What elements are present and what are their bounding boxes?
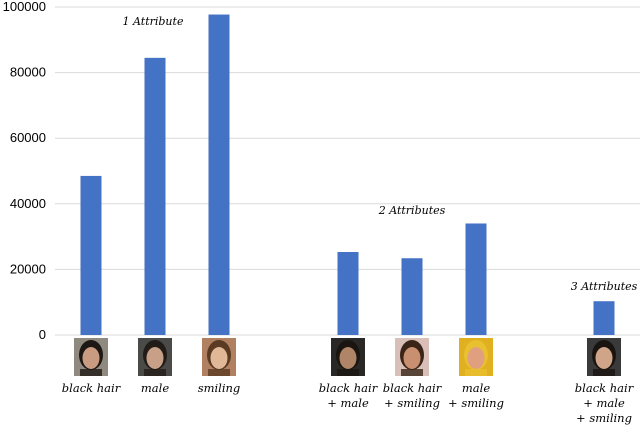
- bar: [144, 57, 166, 336]
- y-axis-tick-labels: 0 20000 40000 60000 80000 100000: [3, 0, 46, 342]
- category-label: smiling: [198, 381, 241, 395]
- y-tick-label: 100000: [3, 0, 46, 14]
- y-tick-label: 20000: [10, 261, 46, 276]
- face-thumbnail: [395, 338, 429, 376]
- group-label: 2 Attributes: [378, 204, 446, 217]
- group-label: 1 Attribute: [123, 15, 184, 28]
- category-label: black hair: [575, 381, 635, 395]
- bar: [208, 14, 230, 335]
- face-thumbnail: [202, 338, 236, 376]
- bar: [337, 252, 359, 335]
- y-tick-label: 60000: [10, 130, 46, 145]
- category-label: + smiling: [384, 396, 440, 410]
- bar: [465, 223, 487, 335]
- face-thumbnail: [587, 338, 621, 376]
- category-label: male: [141, 381, 169, 395]
- bars: [80, 14, 615, 336]
- y-tick-label: 0: [39, 327, 46, 342]
- face-thumbnails: [74, 338, 621, 376]
- category-label: + male: [583, 396, 625, 410]
- face-thumbnail: [459, 338, 493, 376]
- category-labels: black hair male smiling black hair+ malebla…: [62, 381, 635, 425]
- y-tick-label: 40000: [10, 196, 46, 211]
- face-thumbnail: [331, 338, 365, 376]
- bar: [80, 175, 102, 335]
- category-label: black hair: [383, 381, 443, 395]
- face-thumbnail: [138, 338, 172, 376]
- group-label: 3 Attributes: [571, 280, 638, 293]
- bar: [401, 258, 423, 335]
- category-label: black hair: [62, 381, 122, 395]
- bar: [593, 301, 615, 335]
- category-label: + smiling: [576, 411, 632, 425]
- face-thumbnail: [74, 338, 108, 376]
- category-label: black hair: [319, 381, 379, 395]
- category-label: + smiling: [448, 396, 504, 410]
- y-tick-label: 80000: [10, 65, 46, 80]
- category-label: male: [462, 381, 490, 395]
- group-labels: 1 Attribute 2 Attributes 3 Attributes: [123, 15, 638, 293]
- category-label: + male: [327, 396, 369, 410]
